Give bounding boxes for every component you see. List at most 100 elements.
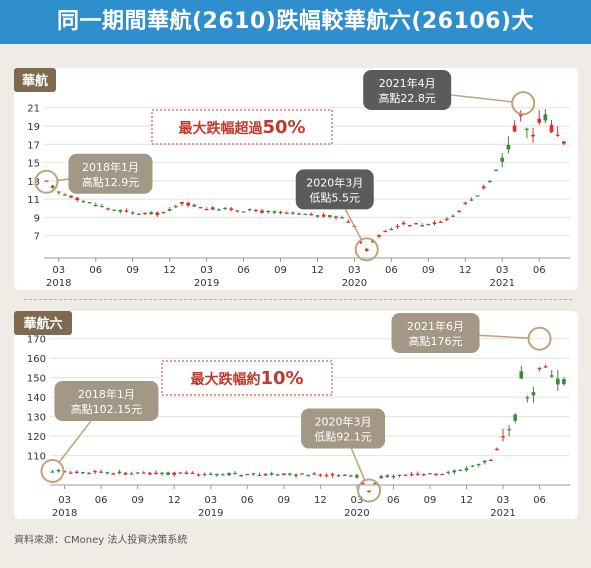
candle-body	[178, 472, 183, 474]
candle-body	[303, 213, 307, 215]
y-tick-label: 140	[27, 393, 46, 404]
candle-body	[555, 134, 560, 136]
candle-body	[281, 473, 286, 476]
candle-body	[192, 204, 197, 207]
candle-body	[196, 474, 201, 476]
candle-body	[397, 474, 402, 476]
candle-body	[130, 212, 135, 214]
callout-price: 高點22.8元	[378, 91, 436, 105]
ticker-tag-label: 華航六	[23, 316, 62, 332]
candle-body	[106, 208, 110, 210]
candle-body	[217, 209, 221, 211]
candle-body	[44, 180, 49, 182]
candle-body	[275, 474, 280, 476]
candle-body	[129, 473, 134, 475]
x-tick-label: 06	[533, 265, 546, 276]
ticker-tag	[14, 311, 72, 335]
x-tick-label: 03	[200, 265, 213, 276]
candlestick-chart-china-airlines-6: 110 120 130 140 150 160 170 03 2018 06 09 12 03 2019 0…	[14, 311, 570, 519]
candle-body	[309, 213, 314, 216]
callout-price: 低點92.1元	[314, 431, 372, 444]
candle-body	[257, 474, 262, 477]
candle-body	[355, 475, 359, 478]
x-tick-label: 12	[168, 495, 181, 506]
candle-body	[263, 474, 268, 476]
callout-box	[54, 380, 159, 421]
x-year-label: 2019	[198, 508, 223, 519]
y-tick-label: 150	[27, 374, 46, 385]
candle-body	[377, 234, 381, 237]
callout-date: 2018年1月	[78, 387, 135, 401]
x-tick-label: 06	[89, 265, 102, 276]
candle-body	[420, 225, 425, 227]
candle-body	[62, 471, 67, 473]
highlight-ring	[527, 326, 552, 351]
candle-body	[555, 378, 560, 385]
callout-leader	[58, 420, 92, 463]
callout-leader	[57, 178, 69, 182]
candle-body	[519, 371, 524, 379]
candle-body	[81, 472, 85, 474]
candle-body	[266, 210, 271, 213]
candle-body	[469, 199, 474, 201]
candle-body	[161, 211, 166, 214]
candle-body	[294, 474, 298, 477]
candle-body	[434, 473, 438, 475]
candle-body	[391, 475, 396, 478]
x-tick-label: 03	[204, 495, 217, 506]
x-tick-label: 12	[163, 265, 176, 276]
max-drop-note-box	[161, 360, 333, 396]
ticker-tag-label: 華航	[22, 73, 48, 89]
x-tick-label: 09	[126, 265, 139, 276]
callout-box	[363, 70, 452, 110]
chart-panel-china-airlines-6: 110 120 130 140 150 160 170 03 2018 06 09 12 03 2019 0…	[14, 311, 578, 519]
x-tick-label: 09	[131, 495, 144, 506]
candle-body	[186, 202, 190, 206]
candle-body	[513, 414, 518, 421]
candle-body	[112, 209, 117, 211]
candle-body	[537, 118, 542, 123]
x-tick-label: 03	[496, 265, 509, 276]
candle-body	[494, 169, 498, 171]
x-year-label: 2021	[490, 278, 515, 289]
x-tick-label: 06	[95, 495, 108, 506]
candle-body	[562, 379, 566, 385]
candle-body	[543, 114, 548, 121]
candle-body	[124, 210, 129, 212]
chart-panel-china-airlines: 7 9 11 13 15 17 19 21 03 2018 06 09 12 03 2019 06 09 12 03…	[14, 68, 578, 290]
candle-body	[373, 482, 377, 485]
candle-body	[68, 472, 73, 474]
candle-body	[300, 473, 304, 475]
candle-body	[324, 475, 329, 477]
title-banner: 同一期間華航(2610)跌幅較華航六(26106)大	[0, 0, 591, 44]
candle-body	[208, 473, 213, 476]
callout-box	[301, 408, 386, 449]
callout-price: 高點176元	[409, 334, 463, 348]
candle-body	[446, 471, 451, 473]
candle-body	[221, 474, 225, 476]
candle-body	[223, 207, 227, 210]
candle-body	[440, 473, 444, 476]
candle-body	[428, 473, 432, 475]
candle-body	[190, 472, 195, 474]
candle-body	[451, 215, 455, 217]
candle-body	[288, 473, 292, 475]
highlight-ring	[357, 478, 382, 503]
candle-body	[452, 470, 457, 473]
x-year-label: 2018	[46, 278, 71, 289]
candle-body	[87, 202, 92, 204]
y-tick-label: 160	[27, 354, 46, 365]
x-year-label: 2019	[194, 278, 219, 289]
source-note: 資料來源：CMoney 法人投資決策系統	[14, 535, 188, 546]
candle-body	[321, 214, 326, 217]
x-tick-label: 03	[497, 495, 510, 506]
candle-body	[56, 469, 61, 472]
candle-body	[93, 471, 97, 473]
callout-box	[295, 169, 374, 210]
candle-body	[149, 212, 154, 215]
candle-body	[395, 225, 400, 228]
candle-body	[364, 248, 369, 251]
candle-body	[470, 465, 475, 467]
candle-body	[315, 215, 320, 217]
candle-body	[476, 463, 481, 466]
